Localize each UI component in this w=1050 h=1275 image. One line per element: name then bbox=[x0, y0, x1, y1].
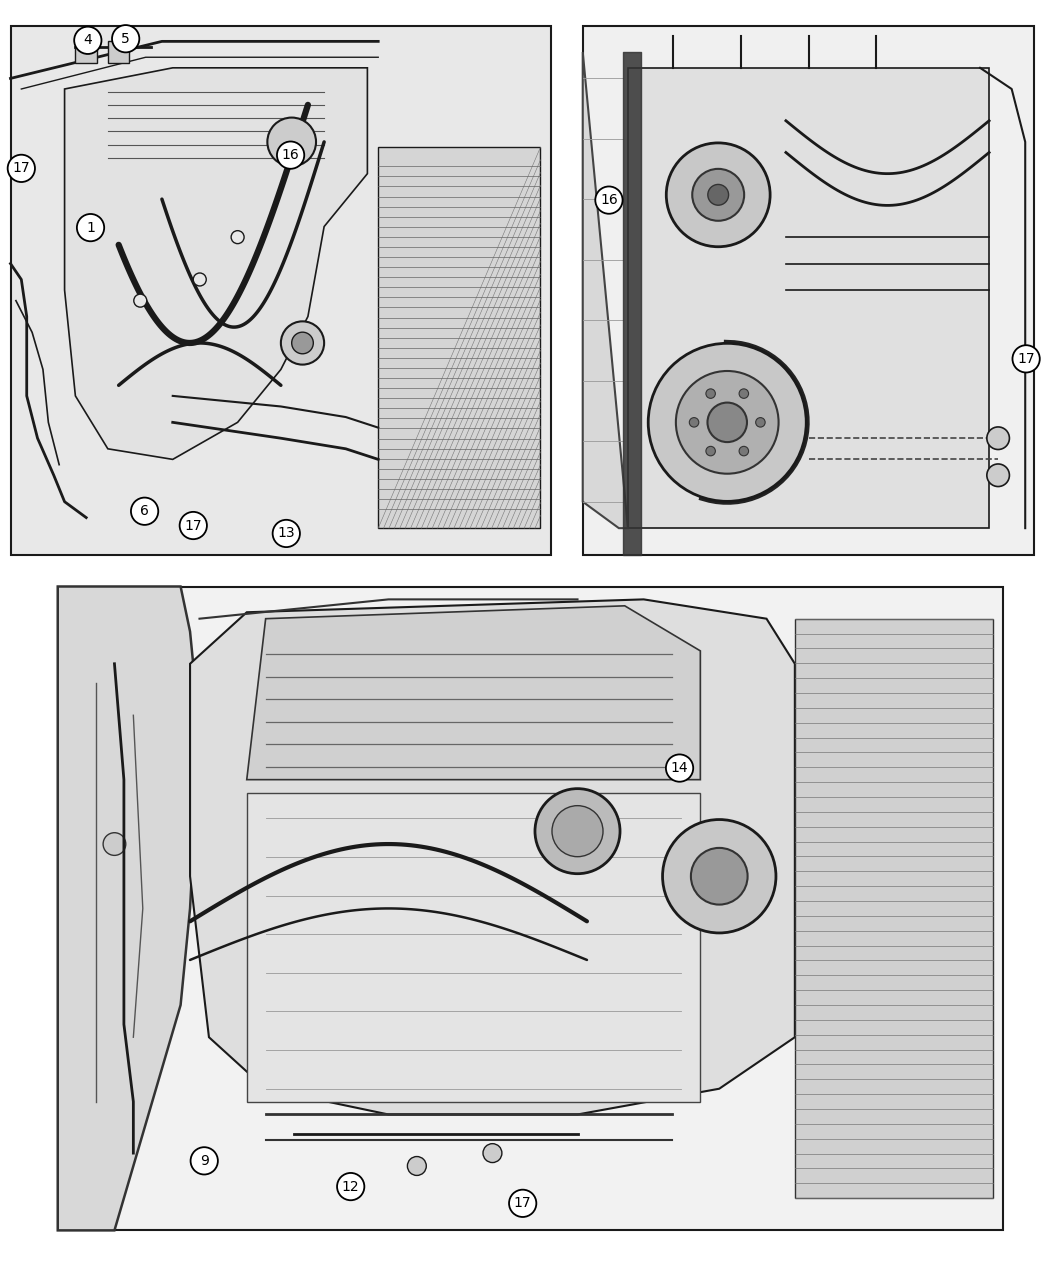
Circle shape bbox=[268, 117, 316, 166]
Text: 17: 17 bbox=[513, 1196, 531, 1210]
Circle shape bbox=[193, 273, 206, 286]
Polygon shape bbox=[583, 52, 628, 528]
Text: 17: 17 bbox=[185, 519, 202, 533]
Text: 17: 17 bbox=[13, 162, 30, 176]
Circle shape bbox=[756, 418, 765, 427]
Circle shape bbox=[191, 1148, 218, 1174]
Text: 5: 5 bbox=[122, 32, 130, 46]
Circle shape bbox=[75, 27, 102, 54]
Circle shape bbox=[483, 1144, 502, 1163]
Circle shape bbox=[692, 168, 744, 221]
Circle shape bbox=[552, 806, 603, 857]
Circle shape bbox=[337, 1173, 364, 1200]
Circle shape bbox=[667, 143, 770, 247]
Polygon shape bbox=[65, 68, 368, 459]
Polygon shape bbox=[58, 586, 200, 1230]
Text: 12: 12 bbox=[342, 1179, 359, 1193]
Text: 16: 16 bbox=[281, 148, 299, 162]
Circle shape bbox=[987, 464, 1009, 487]
Circle shape bbox=[706, 446, 715, 456]
Circle shape bbox=[739, 389, 749, 398]
Bar bbox=[10, 26, 551, 555]
Circle shape bbox=[231, 231, 244, 244]
Text: 4: 4 bbox=[83, 33, 92, 47]
Text: 14: 14 bbox=[671, 761, 689, 775]
Circle shape bbox=[595, 186, 623, 214]
Polygon shape bbox=[628, 68, 989, 528]
Bar bbox=[108, 41, 129, 62]
Bar bbox=[58, 586, 1003, 1230]
Circle shape bbox=[663, 820, 776, 933]
Bar bbox=[378, 147, 541, 528]
Circle shape bbox=[407, 1156, 426, 1176]
Text: 17: 17 bbox=[1017, 352, 1035, 366]
Circle shape bbox=[131, 497, 159, 525]
Text: 9: 9 bbox=[200, 1154, 209, 1168]
Circle shape bbox=[536, 789, 620, 873]
Circle shape bbox=[1012, 346, 1040, 372]
Circle shape bbox=[676, 371, 779, 474]
Circle shape bbox=[273, 520, 300, 547]
Text: 13: 13 bbox=[277, 527, 295, 541]
Circle shape bbox=[691, 848, 748, 904]
Circle shape bbox=[648, 343, 806, 501]
Bar bbox=[76, 41, 97, 62]
Circle shape bbox=[708, 403, 747, 442]
Polygon shape bbox=[247, 606, 700, 780]
Text: 6: 6 bbox=[140, 504, 149, 518]
Circle shape bbox=[987, 427, 1009, 450]
Text: 16: 16 bbox=[600, 193, 617, 207]
Circle shape bbox=[509, 1190, 537, 1216]
Circle shape bbox=[112, 26, 140, 52]
Bar bbox=[583, 26, 1034, 555]
Circle shape bbox=[103, 833, 126, 856]
Circle shape bbox=[77, 214, 104, 241]
Circle shape bbox=[708, 185, 729, 205]
Circle shape bbox=[689, 418, 699, 427]
Circle shape bbox=[133, 295, 147, 307]
Circle shape bbox=[292, 333, 313, 353]
Circle shape bbox=[277, 142, 304, 168]
Polygon shape bbox=[190, 599, 795, 1114]
Circle shape bbox=[180, 511, 207, 539]
Bar bbox=[795, 618, 993, 1198]
Circle shape bbox=[666, 755, 693, 782]
Circle shape bbox=[706, 389, 715, 398]
Text: 1: 1 bbox=[86, 221, 94, 235]
Circle shape bbox=[7, 154, 35, 182]
Circle shape bbox=[739, 446, 749, 456]
Polygon shape bbox=[247, 793, 700, 1102]
Circle shape bbox=[281, 321, 324, 365]
